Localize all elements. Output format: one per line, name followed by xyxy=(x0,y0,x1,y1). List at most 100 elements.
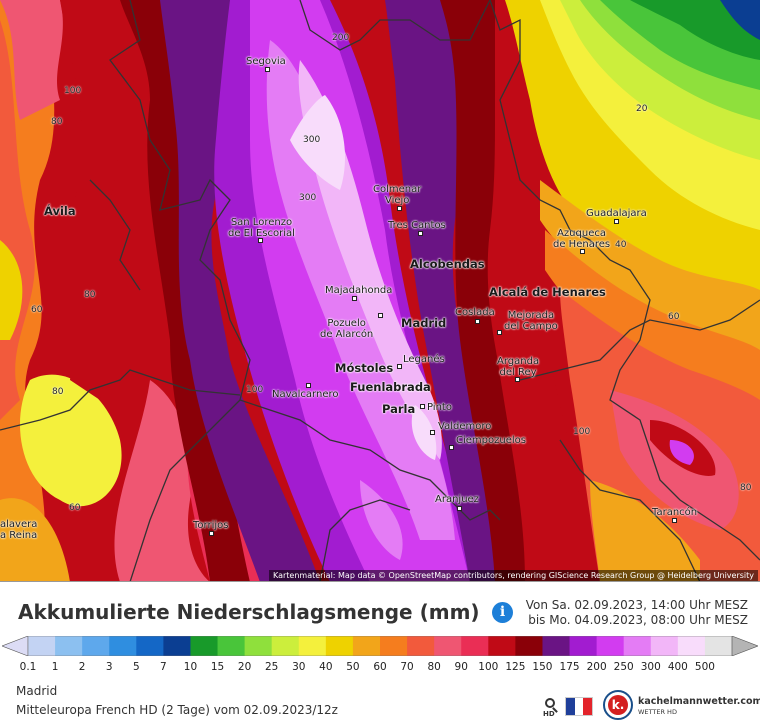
info-icon[interactable]: i xyxy=(492,602,513,623)
city-label: Mejorada del Campo xyxy=(504,310,558,332)
city-azuqueca[interactable]: Azuqueca de Henares xyxy=(553,228,610,250)
city-coslada[interactable]: Coslada xyxy=(455,307,495,318)
city-colmenar-viejo[interactable]: Colmenar Viejo xyxy=(373,184,421,206)
colorbar-segment xyxy=(542,636,571,656)
city-madrid[interactable]: Madrid xyxy=(401,316,447,330)
city-label: Ciempozuelos xyxy=(456,435,526,446)
city-guadalajara[interactable]: Guadalajara xyxy=(586,208,647,219)
city-marker xyxy=(580,249,585,254)
contour-label: 60 xyxy=(69,503,81,513)
city-marker xyxy=(449,445,454,450)
contour-label: 100 xyxy=(246,385,264,395)
city-talavera[interactable]: alavera a Reina xyxy=(0,519,37,541)
city-valdemoro[interactable]: Valdemoro xyxy=(438,421,491,432)
city-marker xyxy=(614,219,619,224)
contour-label: 80 xyxy=(84,290,96,300)
contour-label: 40 xyxy=(615,240,627,250)
city-marker xyxy=(378,313,383,318)
city-label: Móstoles xyxy=(335,361,394,375)
colorbar-segment xyxy=(352,636,381,656)
city-marker xyxy=(430,430,435,435)
city-segovia[interactable]: Segovia xyxy=(246,56,286,67)
city-leganes[interactable]: Leganés xyxy=(403,354,445,365)
city-alcobendas[interactable]: Alcobendas xyxy=(410,258,485,270)
city-marker xyxy=(352,296,357,301)
city-marker xyxy=(497,330,502,335)
city-alcala[interactable]: Alcalá de Henares xyxy=(489,286,606,298)
city-parla[interactable]: Parla xyxy=(382,402,416,416)
contour-label: 80 xyxy=(740,483,752,493)
contour-label: 300 xyxy=(299,193,317,203)
city-label: Fuenlabrada xyxy=(350,380,431,394)
city-mejorada[interactable]: Mejorada del Campo xyxy=(504,310,558,332)
city-aranjuez[interactable]: Aranjuez xyxy=(435,494,479,505)
city-label: Torrijos xyxy=(193,520,229,531)
city-marker xyxy=(418,231,423,236)
city-label: Pozuelo de Alarcón xyxy=(320,318,374,340)
colorbar-segment xyxy=(217,636,246,656)
precipitation-map[interactable]: 200 100 80 300 300 20 80 60 60 40 100 10… xyxy=(0,0,760,582)
colorbar-high-arrow xyxy=(731,636,758,656)
period-to: bis Mo. 04.09.2023, 08:00 Uhr MESZ xyxy=(528,613,748,627)
colorbar-tick-label: 250 xyxy=(613,661,634,673)
colorbar-tick-label: 200 xyxy=(586,661,607,673)
city-avila[interactable]: Ávila xyxy=(44,205,76,217)
city-marker xyxy=(457,506,462,511)
colorbar-tick-label: 7 xyxy=(160,661,167,673)
city-san-lorenzo[interactable]: San Lorenzo de El Escorial xyxy=(228,217,295,239)
city-pozuelo[interactable]: Pozuelo de Alarcón xyxy=(320,318,373,340)
city-label: alavera a Reina xyxy=(0,519,38,541)
colorbar-segment xyxy=(82,636,110,656)
flag-stripe xyxy=(583,698,593,715)
colorbar-segment xyxy=(298,636,327,656)
colorbar-segment xyxy=(650,636,679,656)
colorbar-low-arrow xyxy=(2,636,29,656)
precipitation-field xyxy=(0,0,760,581)
city-marker xyxy=(475,319,480,324)
colorbar-segment xyxy=(461,636,489,656)
colorbar-tick-label: 80 xyxy=(427,661,441,673)
city-label: Pinto xyxy=(427,402,452,413)
city-ciempozuelos[interactable]: Ciempozuelos xyxy=(456,435,526,446)
city-fuenlabrada[interactable]: Fuenlabrada xyxy=(350,380,431,394)
contour-label: 100 xyxy=(64,86,82,96)
zoom-hd-icon[interactable]: HD xyxy=(543,697,561,719)
contour-label: 80 xyxy=(51,117,63,127)
contour-label: 200 xyxy=(332,33,350,43)
contour-label: 300 xyxy=(303,135,321,145)
kachelmannwetter-logo[interactable]: k. kachelmannwetter.com WETTER HD xyxy=(603,690,760,722)
city-navalcarnero[interactable]: Navalcarnero xyxy=(272,389,339,400)
city-marker xyxy=(515,377,520,382)
colorbar-tick-label: 5 xyxy=(132,661,140,673)
city-marker xyxy=(397,364,402,369)
colorbar-tick-label: 50 xyxy=(346,661,360,673)
city-arganda[interactable]: Arganda del Rey xyxy=(497,356,539,378)
colorbar-tick-label: 2 xyxy=(78,661,86,673)
city-torrijos[interactable]: Torrijos xyxy=(193,520,228,531)
city-majadahonda[interactable]: Majadahonda xyxy=(325,285,392,296)
city-tres-cantos[interactable]: Tres Cantos xyxy=(388,220,446,231)
colorbar-segment xyxy=(55,636,83,656)
france-flag-icon[interactable] xyxy=(565,697,593,716)
colorbar-segment xyxy=(190,636,219,656)
city-label: Madrid xyxy=(401,316,447,330)
colorbar-segment xyxy=(163,636,191,656)
forecast-period: Von Sa. 02.09.2023, 14:00 Uhr MESZ bis M… xyxy=(526,598,748,628)
city-label: Parla xyxy=(382,402,416,416)
colorbar-segment xyxy=(380,636,408,656)
city-marker xyxy=(420,404,425,409)
brand-name: kachelmannwetter.com xyxy=(638,696,760,707)
city-pinto[interactable]: Pinto xyxy=(427,402,452,413)
color-scale-ticks: 0.1 1 2 3 5 7 10 15 20 25 30 40 50 60 70 80 90 100 125 150 1… xyxy=(0,661,760,675)
city-mostoles[interactable]: Móstoles xyxy=(335,361,394,375)
colorbar-segment xyxy=(596,636,625,656)
period-from: Von Sa. 02.09.2023, 14:00 Uhr MESZ xyxy=(525,598,748,612)
flag-stripe xyxy=(566,698,575,715)
city-marker xyxy=(209,531,214,536)
city-tarancon[interactable]: Tarancón xyxy=(652,507,697,518)
colorbar-tick-label: 125 xyxy=(505,661,526,673)
city-label: Guadalajara xyxy=(586,208,647,219)
contour-label: 60 xyxy=(668,312,680,322)
colorbar-segment xyxy=(434,636,462,656)
colorbar-tick-label: 20 xyxy=(237,661,252,673)
